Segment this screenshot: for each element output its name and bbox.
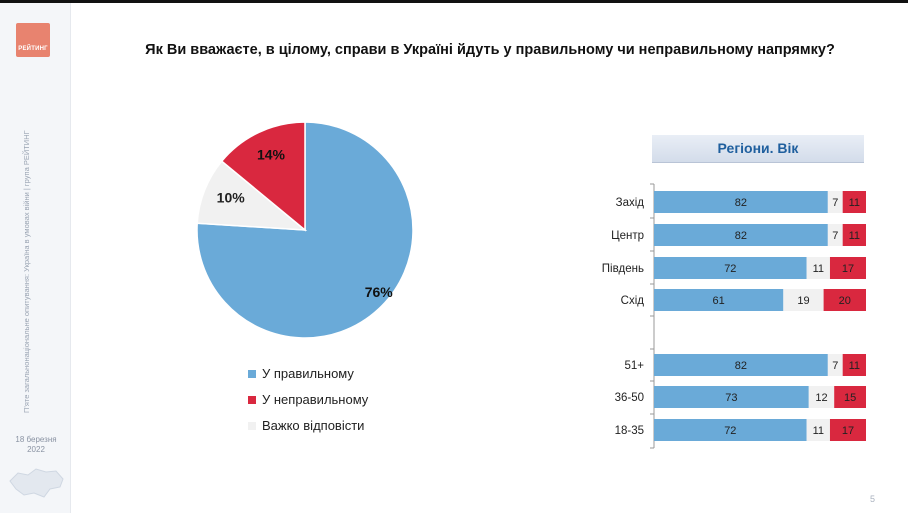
- bar-value-label: 7: [832, 230, 838, 242]
- pie-slice-correct: [196, 121, 414, 339]
- survey-date: 18 березня 2022: [10, 435, 62, 455]
- bar-value-label: 11: [849, 360, 860, 372]
- bar-segment-correct: [654, 386, 809, 408]
- category-label: Захід: [616, 197, 645, 209]
- pie-label-correct: 76%: [365, 284, 394, 300]
- bar-segment-correct: [654, 257, 807, 279]
- survey-caption: П'яте загальнонаціональне опитування: Ук…: [22, 130, 31, 413]
- legend-label-incorrect: У неправильному: [262, 392, 369, 407]
- category-label: 36-50: [615, 392, 644, 404]
- bar-segment-incorrect: [829, 257, 866, 279]
- legend-swatch-correct: [248, 370, 256, 378]
- pie-label-hard: 10%: [217, 190, 246, 206]
- rating-logo: [16, 23, 50, 57]
- bar-value-label: 82: [735, 360, 747, 372]
- bar-value-label: 20: [839, 295, 851, 307]
- bar-segment-hard: [808, 386, 835, 408]
- bar-chart-title: Регіони. Вік: [652, 135, 864, 163]
- bar-segment-correct: [654, 354, 828, 376]
- stacked-bar-chart: Захід 82 7 11 Центр 82 7 11 Південь 72 11 17 Схід 61 1…: [602, 183, 866, 449]
- logo-text: РЕЙТИНГ: [18, 46, 48, 52]
- survey-date-line1: 18 березня: [15, 435, 57, 444]
- top-border: [0, 0, 908, 3]
- pie-chart: 76% 10% 14%: [196, 121, 414, 339]
- bar-value-label: 17: [842, 425, 854, 437]
- question-title: Як Ви вважаєте, в цілому, справи в Украї…: [145, 42, 835, 58]
- bar-value-label: 11: [813, 263, 824, 275]
- bar-segment-hard: [827, 224, 843, 246]
- ukraine-map-icon: [9, 468, 64, 498]
- bar-value-label: 11: [849, 197, 860, 209]
- bar-segment-hard: [827, 191, 843, 213]
- page-number: 5: [870, 494, 876, 504]
- legend-swatch-incorrect: [248, 396, 256, 404]
- legend-swatch-hard: [248, 422, 256, 430]
- pie-label-incorrect: 14%: [257, 147, 286, 163]
- legend-label-correct: У правильному: [262, 366, 354, 381]
- bar-segment-hard: [806, 419, 830, 441]
- bar-segment-incorrect: [823, 289, 866, 311]
- bar-segment-incorrect: [842, 224, 866, 246]
- bar-value-label: 19: [797, 295, 809, 307]
- bar-value-label: 61: [713, 295, 725, 307]
- bar-segment-correct: [654, 419, 807, 441]
- bar-segment-hard: [806, 257, 830, 279]
- legend-label-hard: Важко відповісти: [262, 418, 365, 433]
- category-label: 18-35: [615, 425, 644, 437]
- bar-segment-correct: [654, 289, 784, 311]
- bar-segment-hard: [783, 289, 824, 311]
- bar-value-label: 11: [813, 425, 824, 437]
- bar-value-label: 15: [844, 392, 856, 404]
- bar-segment-correct: [654, 224, 828, 246]
- bar-value-label: 7: [832, 197, 838, 209]
- pie-slice-incorrect: [220, 121, 306, 232]
- category-label: Схід: [621, 295, 645, 307]
- category-label: 51+: [624, 360, 644, 372]
- category-label: Центр: [611, 230, 644, 242]
- bar-value-label: 82: [735, 197, 747, 209]
- bar-segment-incorrect: [829, 419, 866, 441]
- bar-segment-incorrect: [842, 191, 866, 213]
- category-label: Південь: [602, 263, 644, 275]
- bar-value-label: 12: [815, 392, 827, 404]
- bar-value-label: 11: [849, 230, 860, 242]
- bar-value-label: 7: [832, 360, 838, 372]
- bar-value-label: 82: [735, 230, 747, 242]
- survey-date-line2: 2022: [27, 445, 45, 454]
- bar-segment-correct: [654, 191, 828, 213]
- bar-value-label: 72: [724, 263, 736, 275]
- bar-segment-incorrect: [834, 386, 866, 408]
- sidebar: РЕЙТИНГ П'яте загальнонаціональне опитув…: [0, 3, 71, 513]
- bar-value-label: 17: [842, 263, 854, 275]
- bar-value-label: 73: [725, 392, 737, 404]
- bar-segment-hard: [827, 354, 843, 376]
- bar-segment-incorrect: [842, 354, 866, 376]
- bar-value-label: 72: [724, 425, 736, 437]
